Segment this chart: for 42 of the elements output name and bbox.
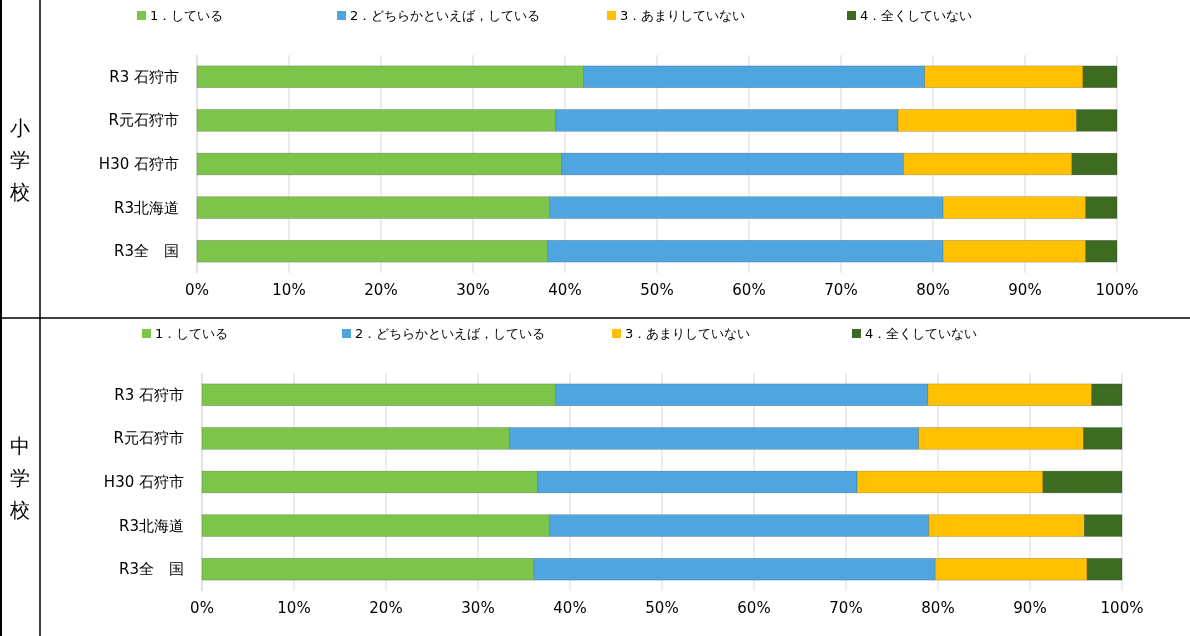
legend-label: 4．全くしていない xyxy=(860,8,973,23)
legend-label: 3．あまりしていない xyxy=(620,8,746,23)
x-tick-label: 50% xyxy=(640,281,674,299)
legend-label: 1．している xyxy=(150,8,224,23)
legend-label: 1．している xyxy=(155,326,229,341)
y-tick-label: R3 石狩市 xyxy=(109,67,179,86)
x-tick-label: 70% xyxy=(829,599,863,617)
x-tick-label: 60% xyxy=(737,599,771,617)
legend-label: 2．どちらかといえば，している xyxy=(350,8,541,23)
y-tick-label: H30 石狩市 xyxy=(103,473,184,491)
x-tick-label: 20% xyxy=(369,599,403,617)
y-tick-label: H30 石狩市 xyxy=(98,155,179,173)
x-tick-label: 80% xyxy=(916,281,950,299)
x-tick-label: 20% xyxy=(364,281,398,299)
x-tick-label: 40% xyxy=(548,281,582,299)
x-tick-label: 70% xyxy=(824,281,858,299)
y-axis-title: 中学校 xyxy=(9,434,30,522)
x-tick-label: 30% xyxy=(456,281,490,299)
x-tick-label: 30% xyxy=(461,599,495,617)
y-tick-label: R3 石狩市 xyxy=(114,385,184,404)
x-tick-label: 0% xyxy=(190,599,214,617)
x-tick-label: 80% xyxy=(921,599,955,617)
x-tick-label: 100% xyxy=(1100,599,1144,617)
x-tick-label: 10% xyxy=(272,281,306,299)
x-tick-label: 60% xyxy=(732,281,766,299)
x-tick-label: 10% xyxy=(277,599,311,617)
x-tick-label: 50% xyxy=(645,599,679,617)
legend-label: 4．全くしていない xyxy=(865,326,978,341)
legend-label: 3．あまりしていない xyxy=(625,326,751,341)
y-tick-label: R3北海道 xyxy=(114,198,179,217)
legend-label: 2．どちらかといえば，している xyxy=(355,326,546,341)
y-tick-label: R3北海道 xyxy=(119,516,184,535)
y-tick-label: R3全 国 xyxy=(119,560,184,579)
x-tick-label: 100% xyxy=(1095,281,1139,299)
x-tick-label: 90% xyxy=(1013,599,1047,617)
y-tick-label: R元石狩市 xyxy=(113,429,184,448)
x-tick-label: 90% xyxy=(1008,281,1042,299)
y-axis-title: 小学校 xyxy=(9,116,30,204)
x-tick-label: 40% xyxy=(553,599,587,617)
y-tick-label: R元石狩市 xyxy=(108,111,179,130)
x-tick-label: 0% xyxy=(185,281,209,299)
y-tick-label: R3全 国 xyxy=(114,242,179,261)
